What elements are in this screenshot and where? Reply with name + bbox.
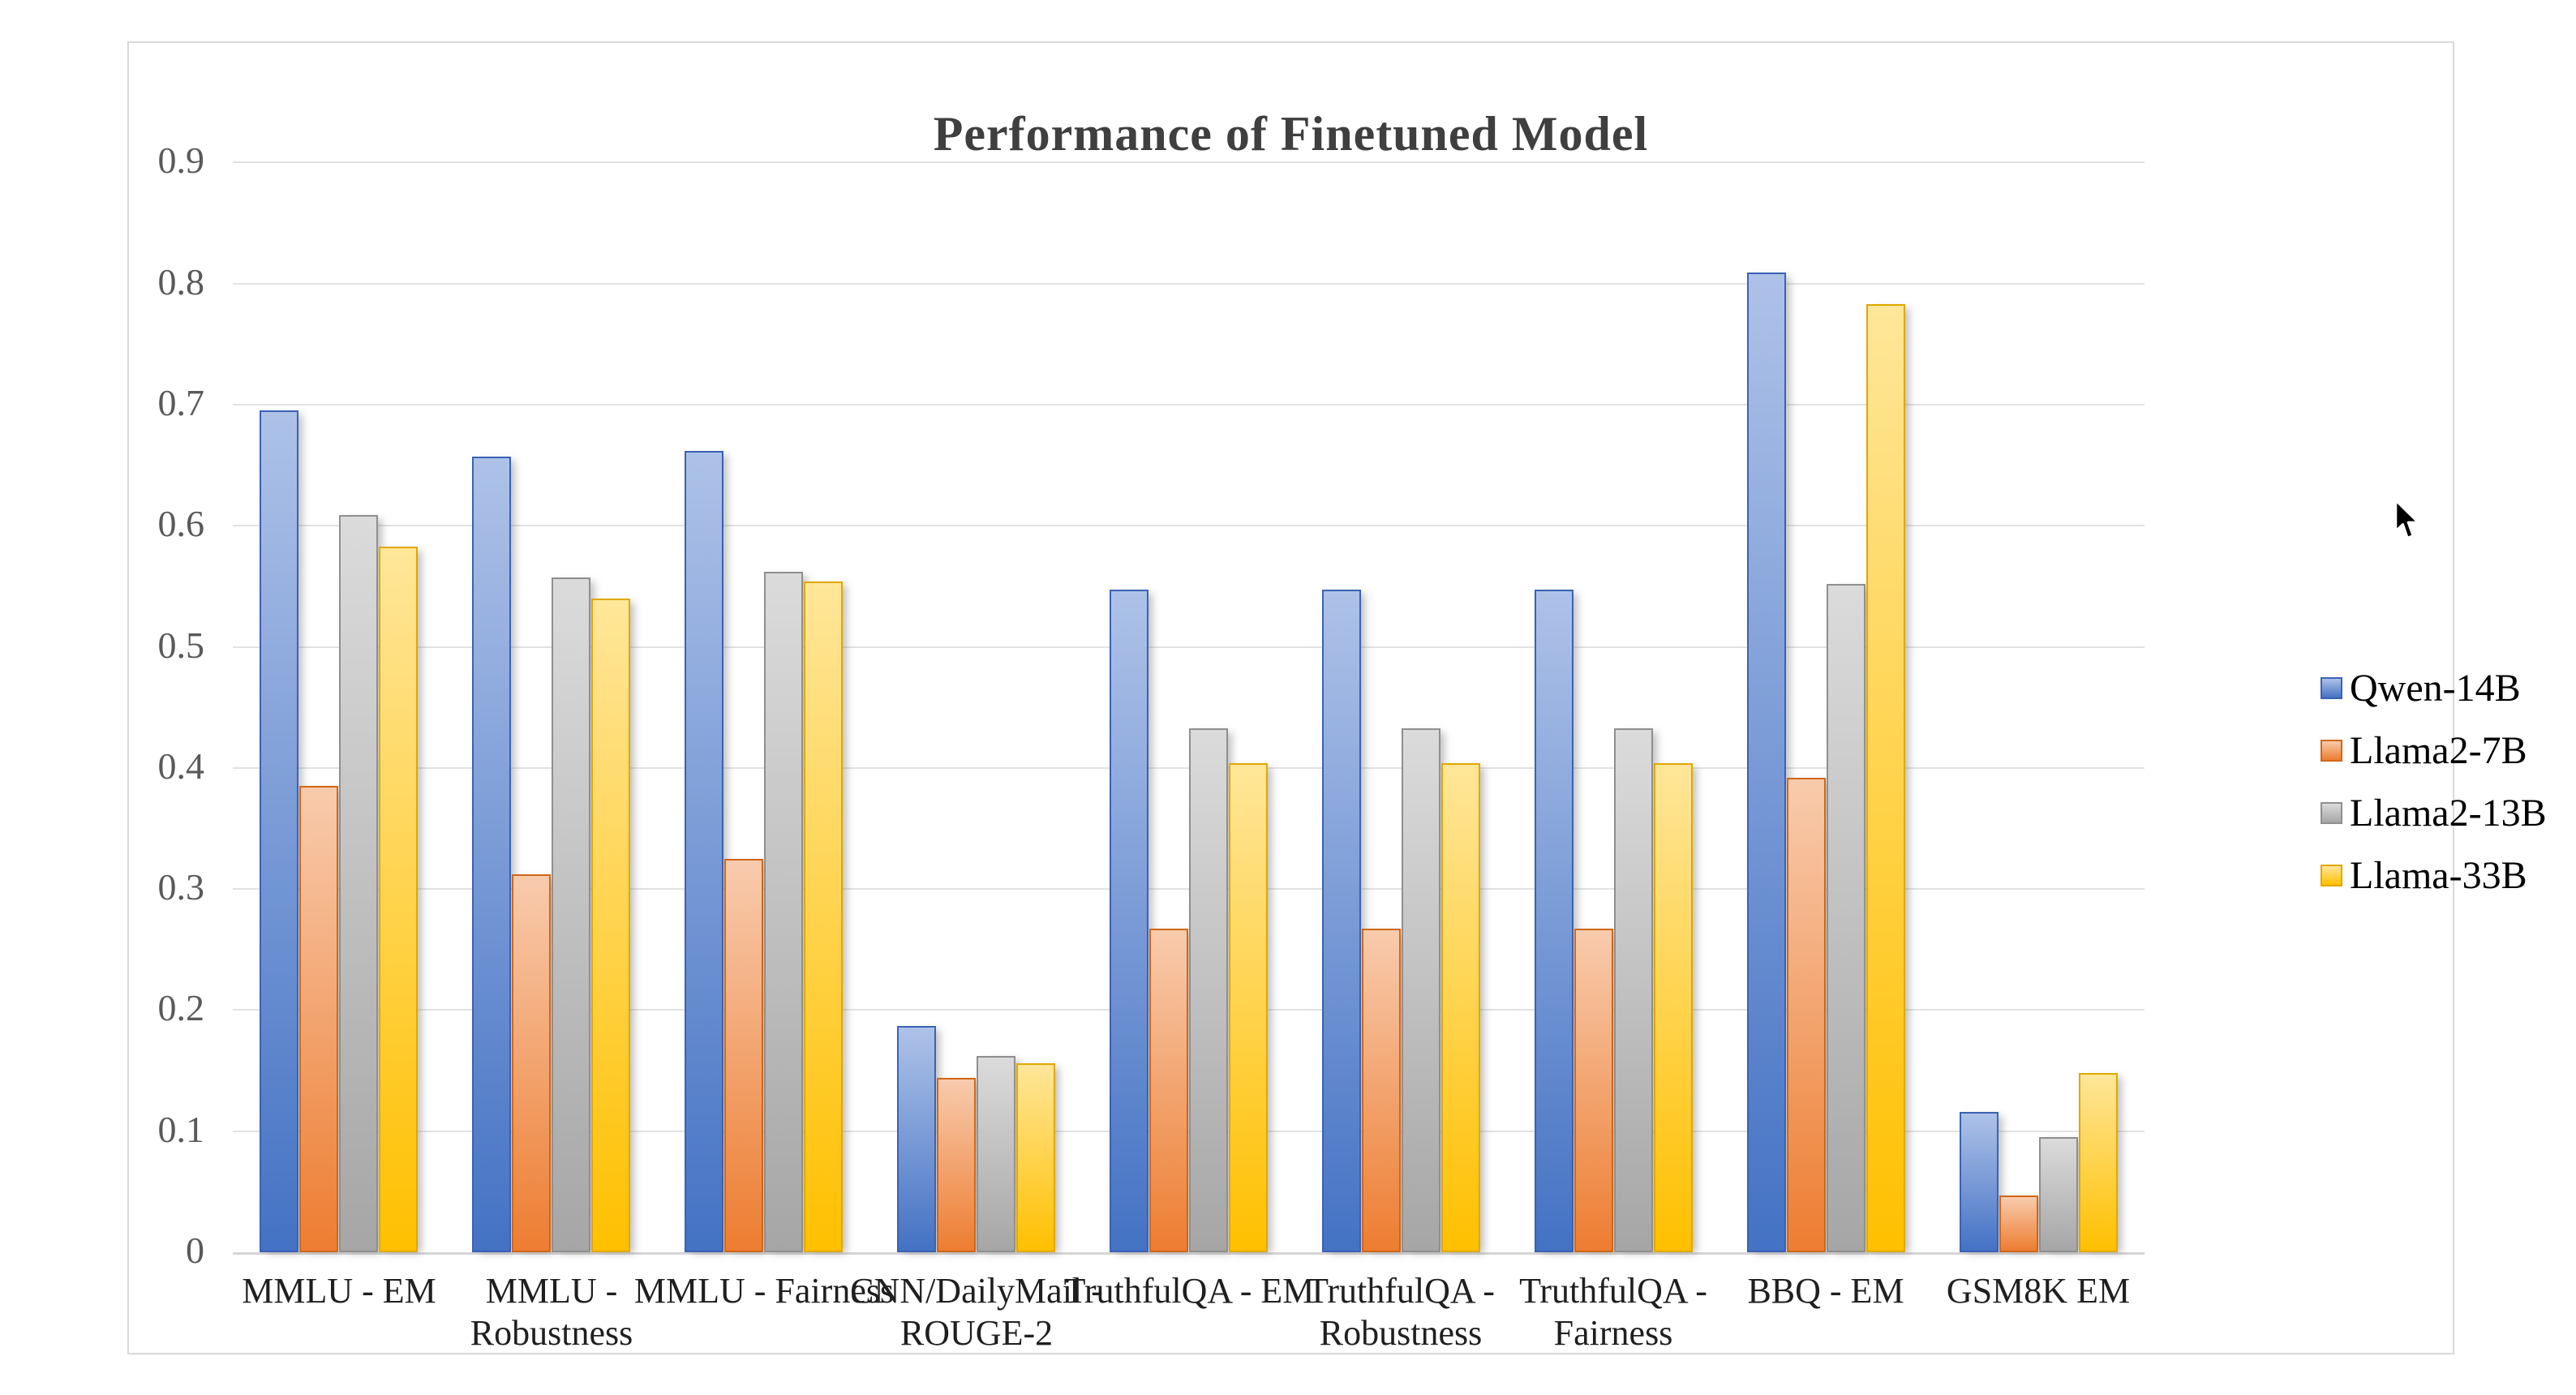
y-axis-tick-label: 0.2: [157, 987, 205, 1029]
gridline-0.1: [233, 1130, 2145, 1132]
bar-Llama2-13B-MMLU - Fairness[interactable]: [764, 572, 803, 1252]
y-axis-tick-label: 0.1: [157, 1108, 205, 1150]
y-axis-tick-label: 0.5: [157, 624, 205, 666]
x-axis-category-label: GSM8K EM: [1946, 1271, 2131, 1311]
bar-Qwen-14B-CNN/DailyMail - ROUGE-2[interactable]: [897, 1026, 936, 1252]
bar-Llama2-13B-GSM8K EM[interactable]: [2039, 1137, 2078, 1252]
bar-Llama2-7B-MMLU - EM[interactable]: [299, 786, 338, 1252]
y-axis-tick-label: 0.3: [157, 866, 205, 908]
chart-title: Performance of Finetuned Model: [933, 107, 1649, 161]
bar-Llama2-7B-MMLU - Fairness[interactable]: [724, 859, 763, 1252]
x-axis-category-label: MMLU - Robustness: [470, 1271, 633, 1353]
bar-Llama-33B-TruthfulQA - Fairness[interactable]: [1654, 763, 1693, 1252]
y-axis-tick-label: 0.6: [157, 503, 205, 545]
bar-Llama-33B-MMLU - EM[interactable]: [379, 547, 418, 1252]
bar-Llama2-7B-TruthfulQA - EM[interactable]: [1149, 929, 1188, 1252]
gridline-0.3: [233, 888, 2145, 891]
bar-Llama-33B-TruthfulQA - EM[interactable]: [1229, 763, 1268, 1252]
bar-Qwen-14B-MMLU - Robustness[interactable]: [472, 457, 511, 1252]
legend-item-Llama2-7B[interactable]: Llama2-7B: [2321, 722, 2527, 779]
bar-Llama2-7B-CNN/DailyMail - ROUGE-2[interactable]: [937, 1078, 976, 1252]
bar-Qwen-14B-TruthfulQA - Fairness[interactable]: [1535, 590, 1574, 1252]
legend-label: Llama2-13B: [2350, 791, 2547, 835]
bar-Llama2-13B-TruthfulQA - Robustness[interactable]: [1402, 728, 1440, 1252]
legend-swatch-icon: [2321, 676, 2342, 699]
bar-Llama-33B-MMLU - Fairness[interactable]: [804, 582, 843, 1252]
bar-Qwen-14B-TruthfulQA - Robustness[interactable]: [1322, 590, 1361, 1252]
x-axis-category-label: TruthfulQA - Robustness: [1307, 1271, 1495, 1353]
bar-Llama2-7B-TruthfulQA - Fairness[interactable]: [1574, 929, 1613, 1252]
legend-label: Llama-33B: [2350, 853, 2527, 897]
x-axis-category-label: BBQ - EM: [1747, 1271, 1904, 1311]
y-axis-tick-label: 0.7: [157, 381, 205, 423]
y-axis-tick-label: 0.4: [157, 745, 205, 787]
gridline-0.8: [233, 282, 2145, 285]
bar-Qwen-14B-MMLU - Fairness[interactable]: [685, 451, 723, 1252]
bar-Llama-33B-TruthfulQA - Robustness[interactable]: [1441, 763, 1480, 1252]
bar-Llama-33B-BBQ - EM[interactable]: [1866, 304, 1905, 1252]
bar-Qwen-14B-GSM8K EM[interactable]: [1960, 1112, 1999, 1252]
y-axis-tick-label: 0: [186, 1230, 204, 1271]
y-axis-tick-label: 0.8: [157, 260, 205, 303]
bar-Llama2-13B-BBQ - EM[interactable]: [1827, 584, 1865, 1252]
x-axis-category-label: TruthfulQA - EM: [1063, 1271, 1315, 1311]
legend-swatch-icon: [2321, 864, 2342, 886]
y-axis-tick-label: 0.9: [157, 140, 205, 182]
chart-frame[interactable]: Performance of Finetuned Model Qwen-14B L…: [127, 41, 2547, 1354]
bar-Llama2-7B-MMLU - Robustness[interactable]: [512, 874, 551, 1252]
legend-label: Llama2-7B: [2350, 728, 2527, 772]
bar-Llama2-7B-TruthfulQA - Robustness[interactable]: [1362, 929, 1401, 1252]
bar-Llama2-13B-CNN/DailyMail - ROUGE-2[interactable]: [977, 1056, 1015, 1252]
bar-Llama2-7B-BBQ - EM[interactable]: [1787, 778, 1826, 1252]
bar-Llama2-13B-MMLU - Robustness[interactable]: [552, 577, 590, 1252]
legend-swatch-icon: [2321, 801, 2342, 824]
legend-item-Llama-33B[interactable]: Llama-33B: [2321, 847, 2527, 904]
gridline-0.4: [233, 766, 2145, 769]
x-axis-category-label: MMLU - Fairness: [633, 1271, 895, 1311]
bar-Qwen-14B-BBQ - EM[interactable]: [1747, 273, 1786, 1252]
bar-Llama2-7B-GSM8K EM[interactable]: [1999, 1195, 2038, 1252]
bar-Llama-33B-GSM8K EM[interactable]: [2079, 1073, 2118, 1252]
mouse-cursor: [2394, 500, 2419, 539]
gridline-0.7: [233, 403, 2145, 406]
x-axis-category-label: CNN/DailyMail - ROUGE-2: [850, 1271, 1103, 1353]
bar-Llama2-13B-TruthfulQA - EM[interactable]: [1189, 728, 1228, 1252]
x-axis-category-label: MMLU - EM: [242, 1271, 436, 1311]
gridline-0.2: [233, 1009, 2145, 1011]
gridline-0.6: [233, 525, 2145, 527]
legend-item-Llama2-13B[interactable]: Llama2-13B: [2321, 784, 2547, 841]
legend-item-Qwen-14B[interactable]: Qwen-14B: [2321, 659, 2521, 716]
bar-Llama-33B-MMLU - Robustness[interactable]: [591, 599, 630, 1252]
gridline-0.5: [233, 646, 2145, 648]
bar-Llama2-13B-MMLU - EM[interactable]: [339, 515, 378, 1252]
x-axis-line: [233, 1252, 2145, 1255]
legend-swatch-icon: [2321, 739, 2342, 762]
bar-Qwen-14B-MMLU - EM[interactable]: [260, 410, 298, 1252]
legend-label: Qwen-14B: [2350, 666, 2521, 710]
bar-Qwen-14B-TruthfulQA - EM[interactable]: [1110, 590, 1148, 1252]
x-axis-category-label: TruthfulQA - Fairness: [1519, 1271, 1707, 1353]
bar-Llama-33B-CNN/DailyMail - ROUGE-2[interactable]: [1016, 1063, 1055, 1252]
gridline-0.9: [233, 161, 2145, 164]
bar-Llama2-13B-TruthfulQA - Fairness[interactable]: [1614, 728, 1653, 1252]
